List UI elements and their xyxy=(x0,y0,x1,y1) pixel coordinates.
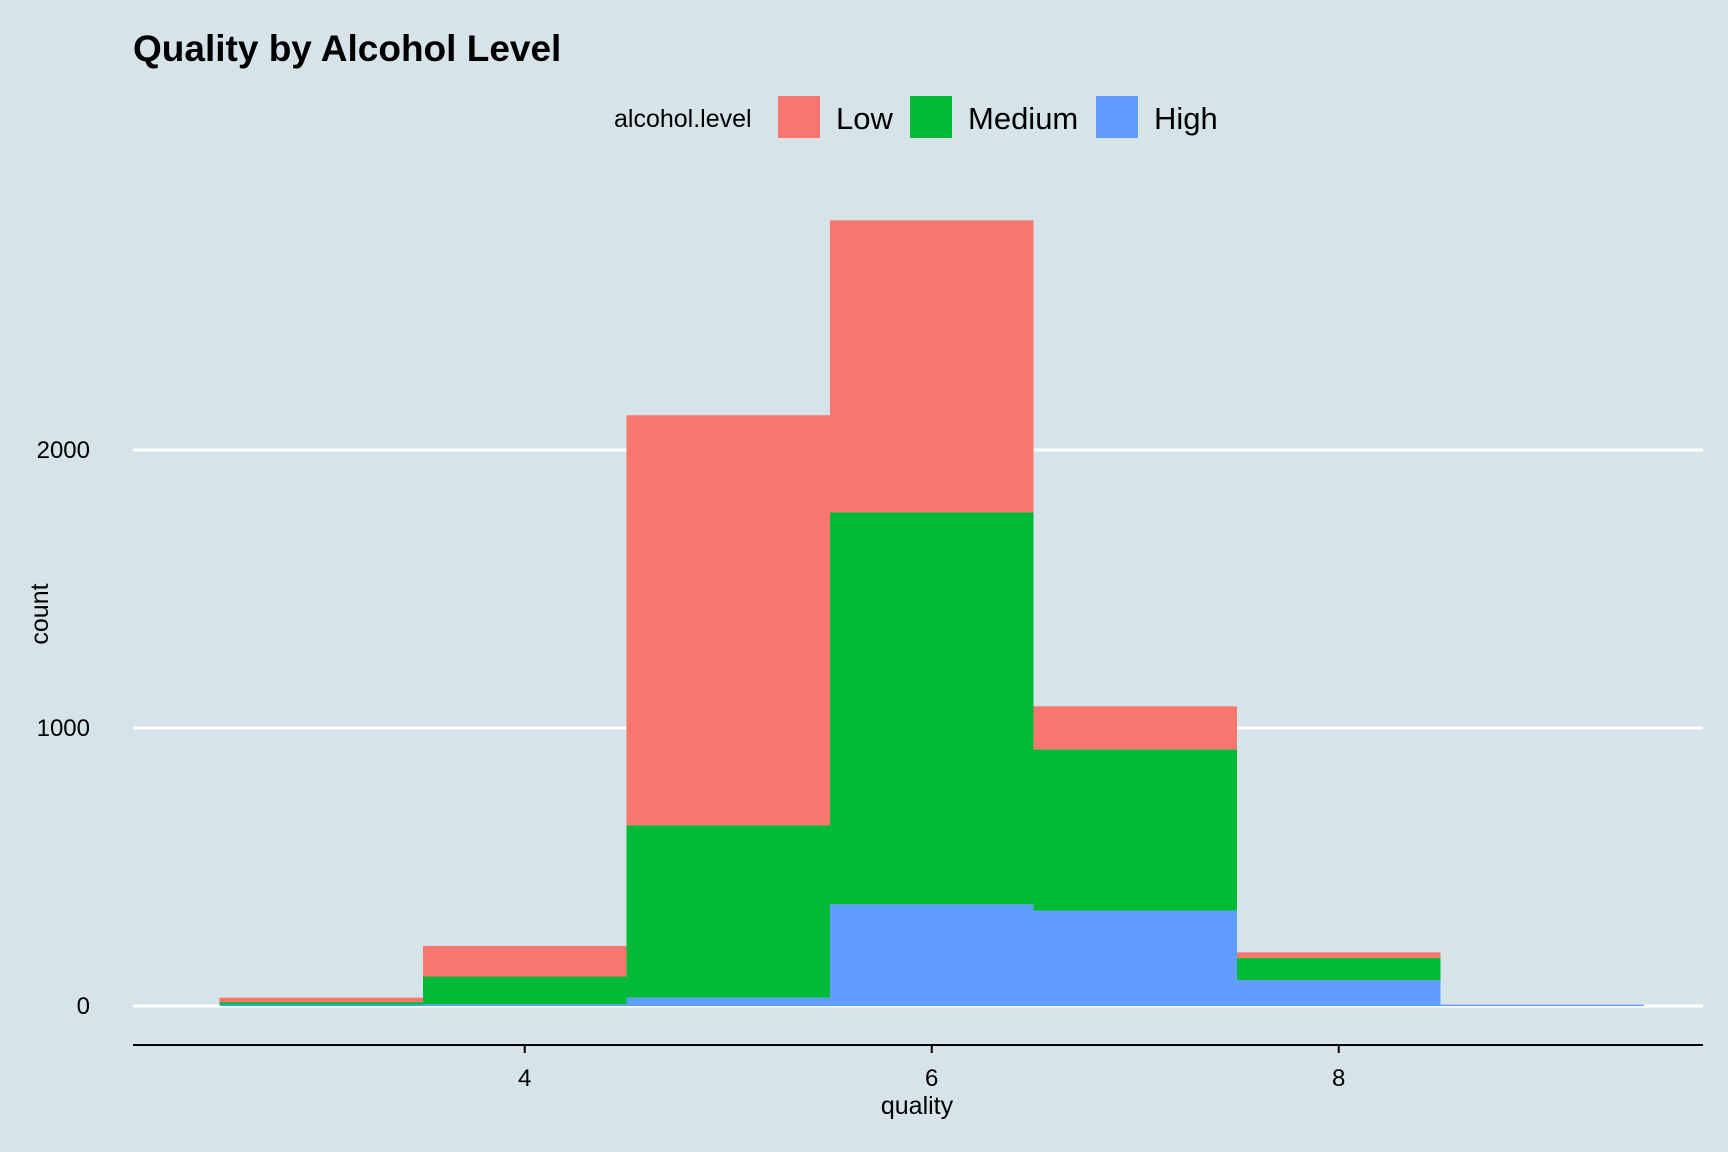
bar-low-q6 xyxy=(829,220,1034,513)
y-tick-label: 2000 xyxy=(37,437,90,464)
bar-high-q8 xyxy=(1236,980,1441,1006)
legend-key-high xyxy=(1096,96,1138,138)
x-tick-label: 6 xyxy=(925,1065,938,1092)
legend-label-high: High xyxy=(1154,101,1218,136)
bar-medium-q4 xyxy=(422,976,627,1005)
legend-title: alcohol.level xyxy=(614,105,752,133)
chart-title: Quality by Alcohol Level xyxy=(133,28,561,69)
x-axis-title: quality xyxy=(881,1092,954,1120)
bar-high-q5 xyxy=(626,997,830,1006)
bar-low-q3 xyxy=(219,997,423,1003)
bar-high-q3 xyxy=(219,1004,423,1006)
bar-low-q5 xyxy=(626,415,830,826)
x-tick-label: 8 xyxy=(1332,1065,1345,1092)
legend-label-low: Low xyxy=(836,101,893,136)
y-tick-label: 0 xyxy=(77,993,90,1020)
x-tick-label: 4 xyxy=(518,1065,531,1092)
bar-medium-q5 xyxy=(626,825,830,998)
x-axis: 4 6 8 xyxy=(133,1044,1703,1092)
bar-low-q7 xyxy=(1033,706,1237,750)
bar-medium-q6 xyxy=(829,512,1034,905)
bar-high-q4 xyxy=(422,1004,627,1006)
y-axis: 0 1000 2000 xyxy=(37,437,90,1020)
bar-medium-q3 xyxy=(219,1002,423,1005)
legend-key-low xyxy=(778,96,820,138)
bar-low-q8 xyxy=(1236,952,1441,958)
bar-medium-q8 xyxy=(1236,957,1441,981)
y-tick-label: 1000 xyxy=(37,715,90,742)
legend-key-medium xyxy=(910,96,952,138)
bars xyxy=(219,220,1644,1006)
legend: alcohol.level Low Medium High xyxy=(614,96,1218,138)
bar-high-q7 xyxy=(1033,910,1237,1006)
bar-low-q4 xyxy=(422,945,627,977)
bar-high-q9 xyxy=(1440,1004,1644,1006)
legend-label-medium: Medium xyxy=(968,101,1078,136)
bar-medium-q7 xyxy=(1033,749,1237,911)
y-axis-title: count xyxy=(26,583,54,644)
bar-high-q6 xyxy=(829,904,1034,1006)
